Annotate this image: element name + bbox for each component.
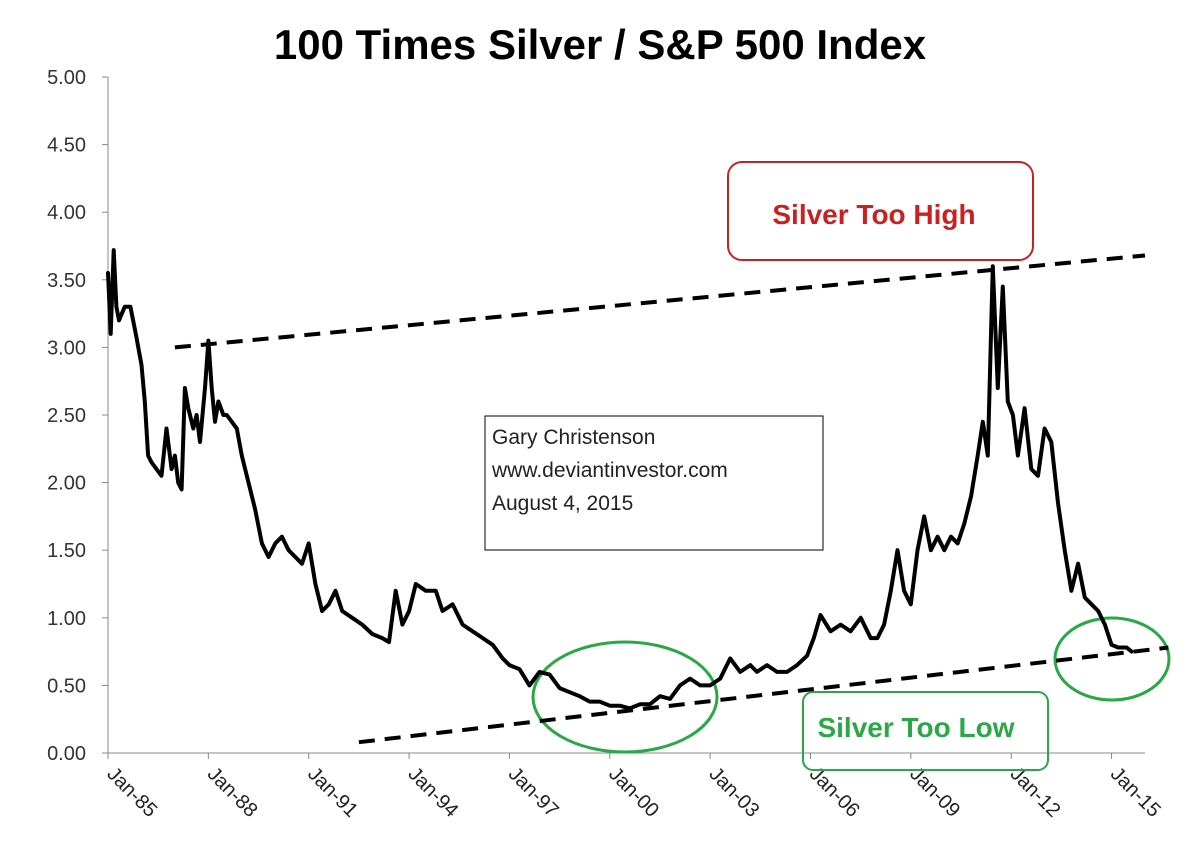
credit-website: www.deviantinvestor.com [491, 459, 728, 482]
silver-too-low-box [802, 691, 1049, 771]
low-point-circle-2000 [531, 640, 719, 754]
trendlines [174, 253, 1169, 745]
y-tick-label: 0.00 [47, 743, 86, 765]
low-point-circle-2015 [1053, 616, 1171, 702]
trendline-upper [174, 253, 1146, 350]
silver-too-high-label: Silver Too High [772, 199, 975, 230]
y-tick-label: 5.00 [47, 67, 86, 89]
y-tick-label: 3.50 [47, 270, 86, 292]
y-axis: 0.00 0.50 1.00 1.50 2.00 2.50 3.00 3.50 4.00 4.50… [47, 67, 109, 765]
y-tick-label: 0.50 [47, 675, 86, 697]
series-line-0 [106, 248, 1134, 711]
series-group [106, 248, 1134, 711]
credit-date: August 4, 2015 [492, 492, 633, 515]
y-tick-label: 3.00 [47, 337, 86, 359]
y-tick-label: 1.50 [47, 540, 86, 562]
y-tick-label: 4.00 [47, 202, 86, 224]
silver-too-high-box [727, 161, 1034, 261]
y-tick-label: 2.50 [47, 405, 86, 427]
trendline-lower [358, 645, 1169, 745]
chart-title: 100 Times Silver / S&P 500 Index [274, 21, 927, 68]
credit-box [484, 415, 824, 551]
y-tick-label: 4.50 [47, 135, 86, 157]
credit-author: Gary Christenson [492, 426, 655, 449]
silver-too-low-label: Silver Too Low [817, 712, 1014, 743]
y-tick-label: 2.00 [47, 473, 86, 495]
y-tick-label: 1.00 [47, 608, 86, 630]
